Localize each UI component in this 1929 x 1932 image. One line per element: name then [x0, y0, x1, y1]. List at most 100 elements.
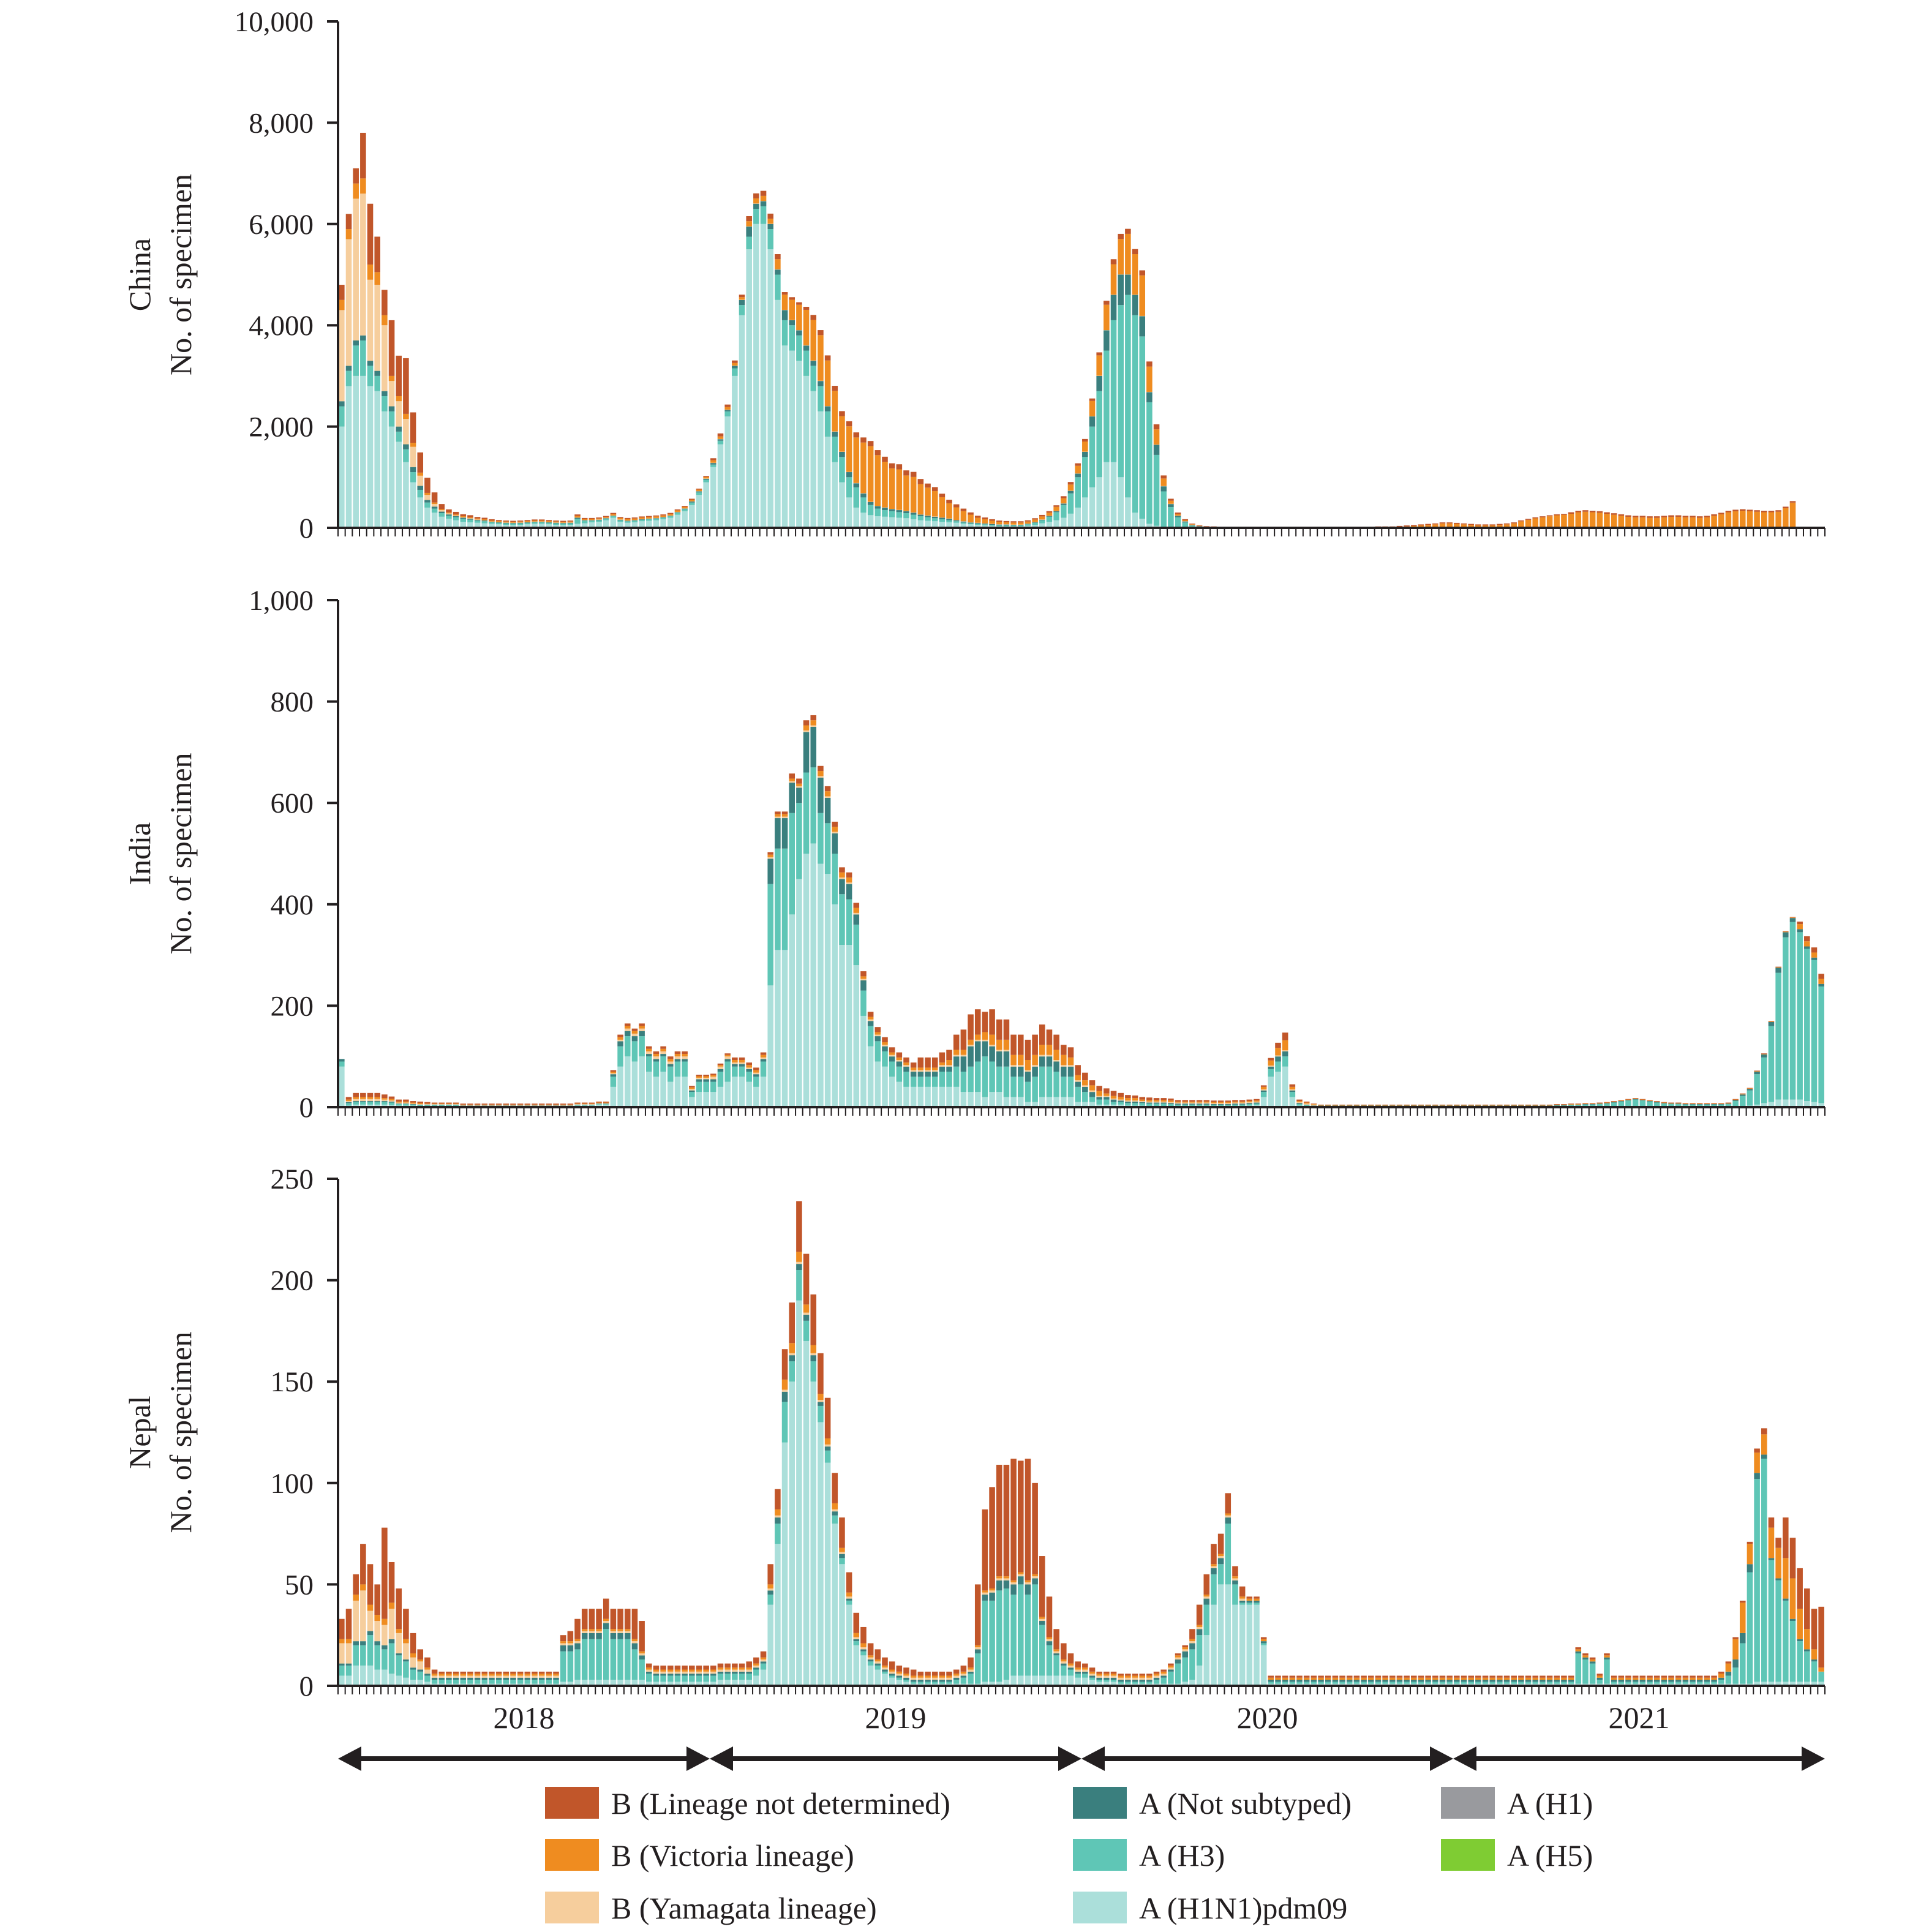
bar-segment [1690, 517, 1696, 528]
bar-segment [517, 1674, 524, 1675]
bar-segment [732, 363, 738, 366]
legend-label: A (H5) [1507, 1838, 1593, 1873]
bar-segment [574, 1619, 581, 1639]
bar-segment [539, 1103, 545, 1105]
bar-segment [746, 1062, 752, 1065]
bar-segment [1125, 1098, 1131, 1100]
bar-segment [1633, 1100, 1639, 1107]
bar-segment [1239, 1103, 1246, 1105]
bar-segment [360, 340, 366, 376]
bar-segment [1118, 1678, 1124, 1680]
bar-segment [396, 1629, 402, 1633]
bar-segment [360, 1102, 366, 1105]
bar-segment [1168, 507, 1174, 527]
bar-segment [510, 1678, 516, 1680]
bar-segment [975, 1647, 981, 1649]
bar-segment [846, 884, 852, 900]
bar-segment [1160, 478, 1167, 486]
bar-segment [553, 1674, 559, 1675]
bar-segment [897, 510, 903, 512]
bar-segment [560, 1103, 566, 1105]
year-arrow-head-left [1081, 1746, 1105, 1771]
bar-segment [1389, 1105, 1396, 1106]
bar-segment [882, 1042, 888, 1045]
bar-segment [410, 472, 416, 483]
bar-segment [889, 511, 895, 517]
bar-segment [475, 1672, 481, 1674]
bar-segment [868, 1047, 874, 1107]
y-tick-label: 400 [271, 889, 314, 921]
bar-segment [1232, 1576, 1238, 1578]
bar-segment [517, 523, 524, 524]
bar-segment [632, 519, 638, 520]
bar-segment [1082, 1085, 1088, 1086]
bar-segment [682, 1670, 688, 1672]
bar-segment [761, 201, 767, 206]
bar-segment [360, 336, 366, 340]
bar-segment [1811, 960, 1818, 1102]
bar-segment [1032, 522, 1038, 523]
bar-segment [1454, 1105, 1460, 1106]
bar-segment [1318, 1105, 1324, 1106]
bar-segment [889, 1053, 895, 1055]
panel-country-label: India [122, 822, 157, 885]
bar-segment [1082, 452, 1088, 457]
bar-segment [1647, 1102, 1653, 1107]
bar-segment [753, 204, 759, 209]
bar-segment [1382, 1105, 1388, 1106]
bar-segment [1296, 1100, 1303, 1101]
bar-segment [1032, 1574, 1038, 1576]
bar-segment [517, 524, 524, 525]
bar-segment [1232, 1584, 1238, 1604]
bar-segment [897, 464, 903, 469]
bar-segment [1053, 1072, 1059, 1097]
bar-segment [1446, 1678, 1453, 1680]
bar-segment [1811, 1649, 1818, 1659]
bar-segment [1661, 1675, 1668, 1677]
bar-segment [467, 519, 473, 520]
bar-segment [446, 519, 452, 528]
bar-segment [882, 1674, 888, 1686]
bar-segment [1333, 1680, 1339, 1682]
bar-segment [1504, 1680, 1510, 1682]
bar-segment [1010, 1035, 1017, 1055]
bar-segment [767, 884, 773, 986]
bar-segment [410, 1653, 416, 1658]
bar-segment [403, 1103, 409, 1104]
bar-segment [703, 1666, 709, 1670]
bar-segment [1296, 1678, 1303, 1680]
bar-segment [632, 517, 638, 519]
bar-segment [367, 1102, 374, 1105]
bar-segment [775, 1544, 781, 1686]
bar-segment [925, 1067, 931, 1070]
bar-segment [1118, 1100, 1124, 1101]
bar-segment [1111, 265, 1117, 295]
bar-segment [667, 1672, 674, 1674]
bar-segment [517, 1680, 524, 1684]
bar-segment [1368, 1105, 1374, 1106]
bar-segment [346, 1101, 352, 1102]
legend-item: A (Not subtyped) [1073, 1786, 1352, 1821]
bar-segment [789, 773, 795, 778]
bar-segment [1096, 391, 1102, 478]
bar-segment [968, 1045, 974, 1046]
bar-segment [503, 522, 510, 523]
bar-segment [1654, 1101, 1660, 1102]
bar-segment [475, 521, 481, 522]
bar-segment [832, 462, 838, 528]
bar-segment [682, 507, 688, 508]
bar-segment [389, 407, 395, 412]
bar-segment [968, 513, 974, 515]
bar-segment [918, 479, 924, 484]
bar-segment [1783, 932, 1789, 933]
bar-segment [911, 519, 917, 528]
bar-segment [1061, 498, 1067, 503]
bar-segment [953, 1056, 960, 1067]
bar-segment [767, 857, 773, 859]
bar-segment [1511, 1680, 1517, 1682]
bar-segment [1604, 1659, 1610, 1684]
bar-segment [889, 1056, 895, 1061]
bar-segment [482, 1103, 488, 1105]
bar-segment [346, 1609, 352, 1639]
bar-segment [1582, 1659, 1589, 1684]
